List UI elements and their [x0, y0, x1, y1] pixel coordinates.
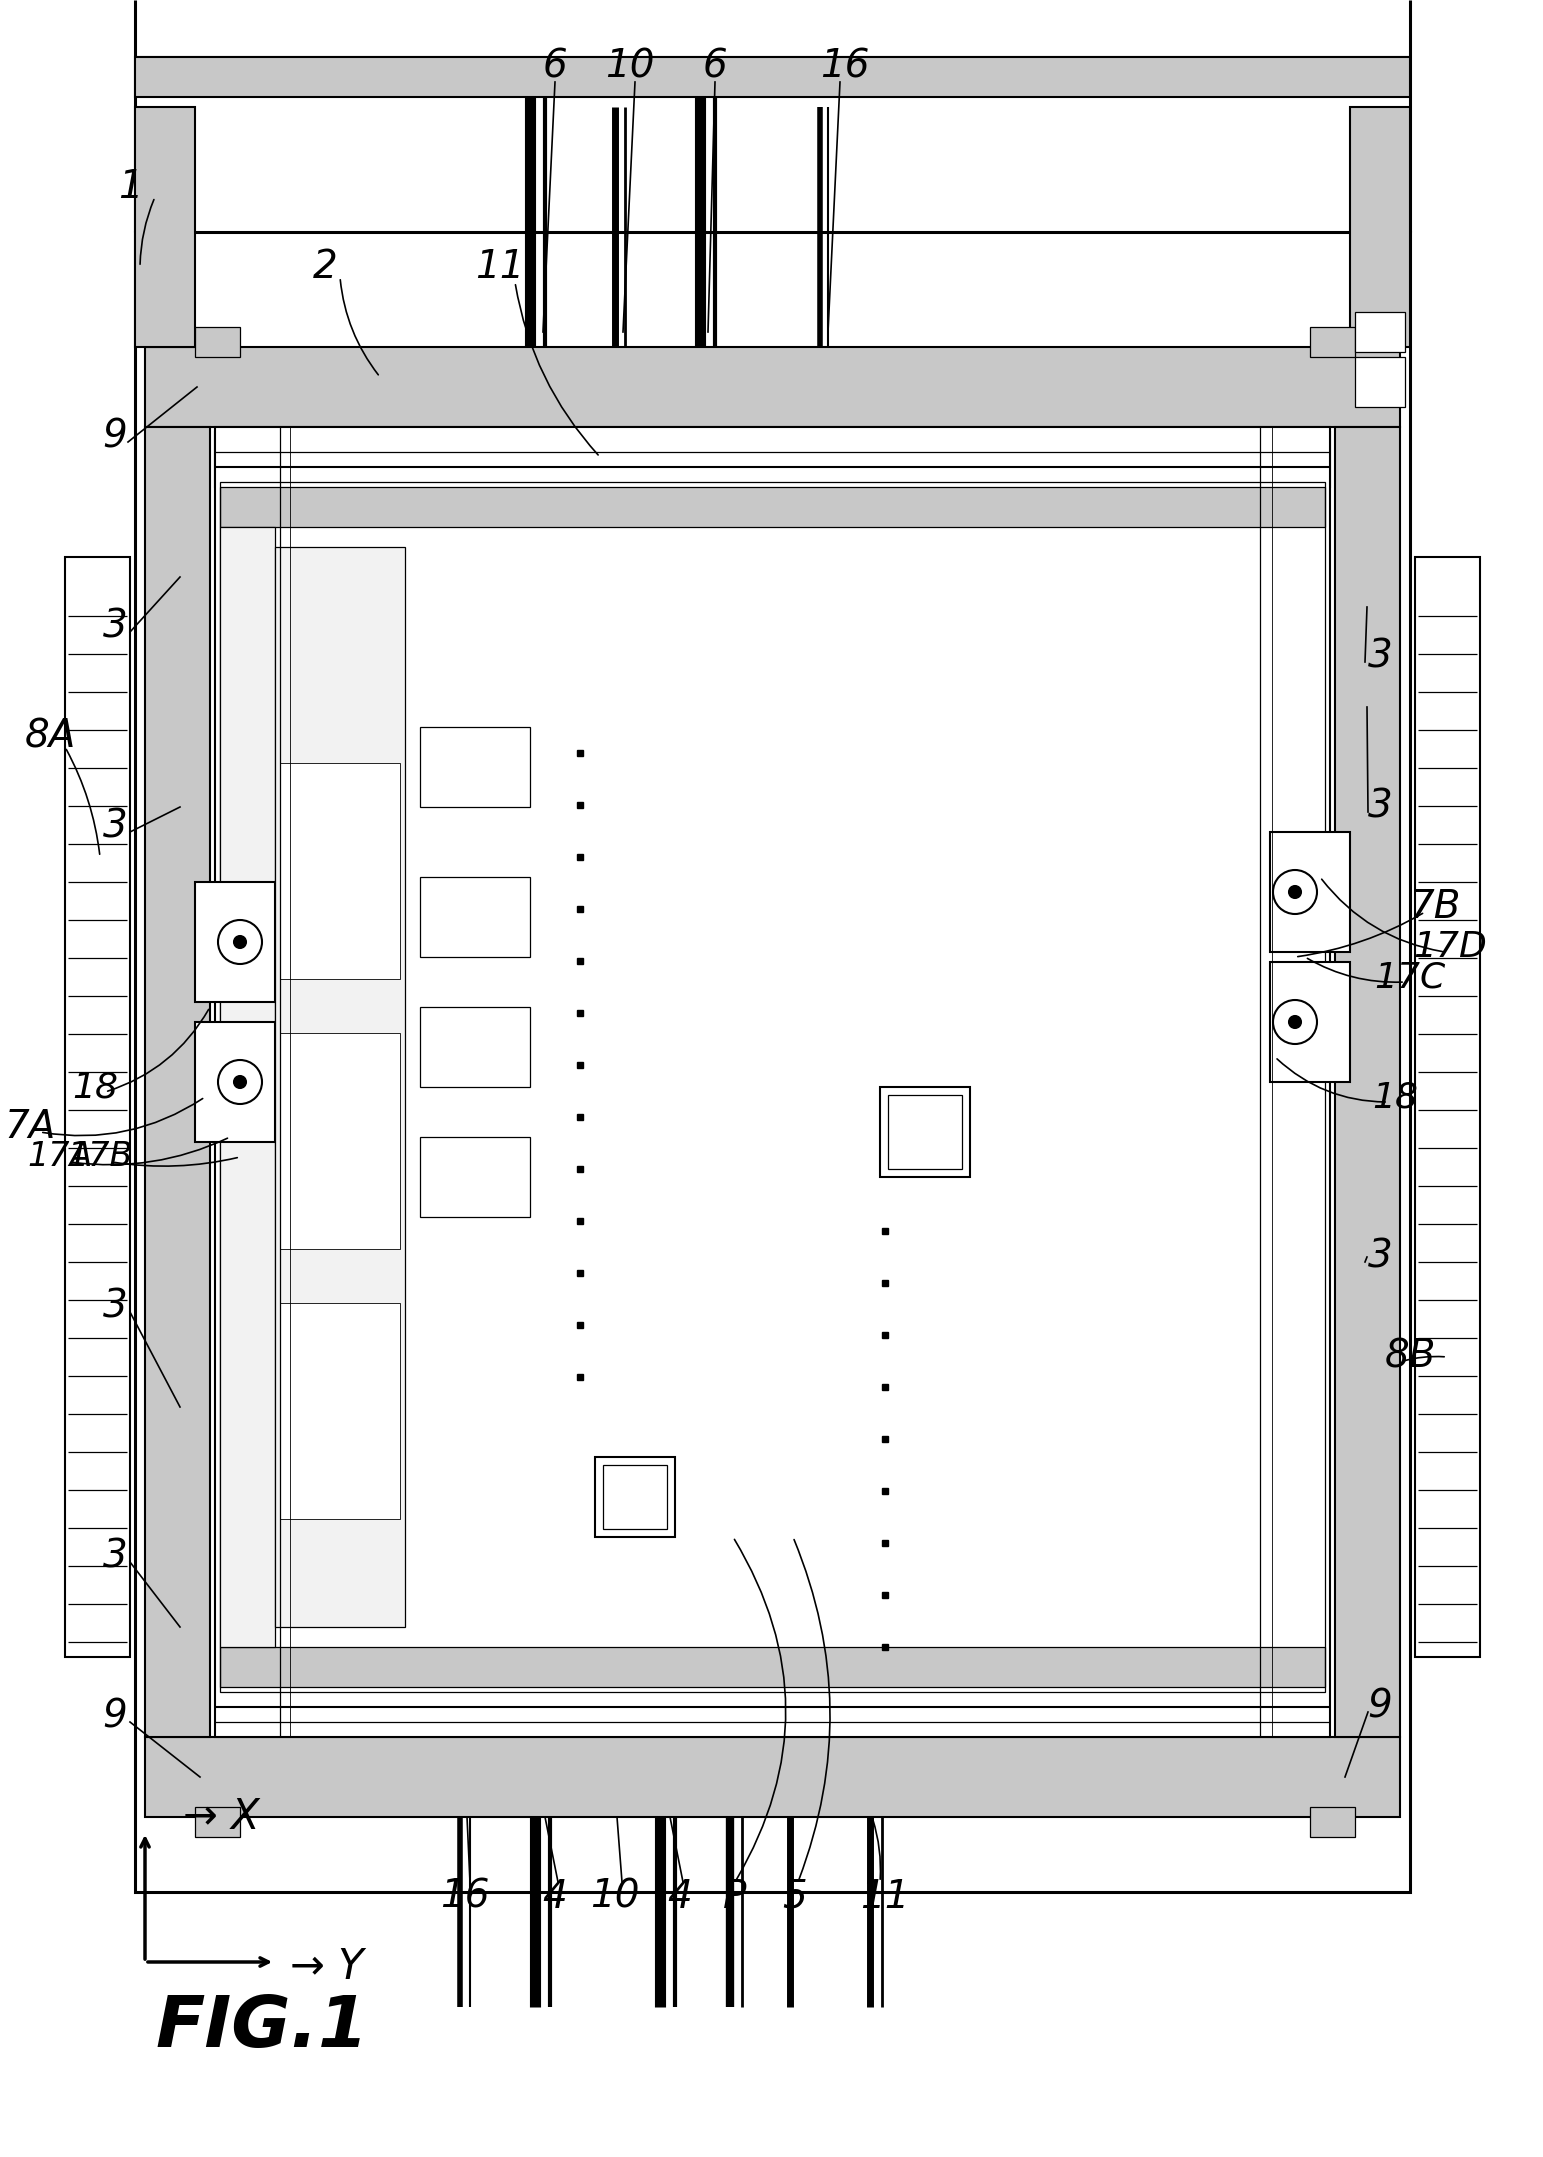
Text: P: P	[724, 1879, 747, 1915]
Bar	[134, 233, 1410, 1892]
Bar	[194, 882, 275, 1003]
Text: 10: 10	[605, 47, 654, 86]
Circle shape	[235, 936, 245, 947]
Text: 3: 3	[1367, 638, 1392, 675]
Text: → X: → X	[184, 1797, 259, 1838]
Bar	[420, 878, 529, 958]
Text: 3: 3	[103, 809, 128, 846]
Text: 7A: 7A	[5, 1109, 56, 1145]
Bar	[194, 1808, 241, 1838]
Bar	[1350, 108, 1410, 347]
Bar	[1355, 313, 1406, 352]
Text: 3: 3	[103, 608, 128, 645]
Bar	[275, 548, 404, 1626]
Bar	[880, 1087, 971, 1178]
Text: 17A: 17A	[28, 1141, 93, 1173]
Text: FIG.1: FIG.1	[154, 1993, 369, 2062]
Text: 10: 10	[591, 1879, 640, 1915]
Bar	[1270, 833, 1350, 951]
Circle shape	[218, 921, 262, 964]
Text: → Y: → Y	[290, 1946, 364, 1989]
Bar	[889, 1096, 961, 1169]
Bar	[1355, 358, 1406, 408]
Text: 17C: 17C	[1375, 960, 1446, 994]
Circle shape	[1273, 869, 1318, 915]
Text: 4: 4	[668, 1879, 693, 1915]
Text: 3: 3	[1367, 787, 1392, 826]
Bar	[1310, 1808, 1355, 1838]
Text: 6: 6	[702, 47, 727, 86]
Text: 6: 6	[543, 47, 568, 86]
Bar	[194, 328, 241, 358]
Text: 9: 9	[103, 418, 128, 455]
Bar	[1415, 557, 1480, 1657]
Bar	[279, 1303, 400, 1519]
Bar	[420, 1007, 529, 1087]
Bar	[1310, 328, 1355, 358]
Text: 9: 9	[1367, 1689, 1392, 1726]
Bar	[65, 557, 130, 1657]
Circle shape	[1288, 1016, 1301, 1029]
Bar	[134, 56, 1410, 97]
Text: 9: 9	[103, 1698, 128, 1736]
Text: 17B: 17B	[68, 1141, 133, 1173]
Bar	[1270, 962, 1350, 1083]
Bar	[420, 727, 529, 807]
Text: 3: 3	[103, 1288, 128, 1327]
Text: 3: 3	[103, 1538, 128, 1577]
Bar	[603, 1465, 667, 1529]
Bar	[279, 764, 400, 979]
Text: 16: 16	[440, 1879, 489, 1915]
Bar	[221, 526, 275, 1648]
Bar	[596, 1456, 674, 1538]
Bar	[1335, 427, 1400, 1736]
Circle shape	[235, 1076, 245, 1087]
Bar	[145, 427, 210, 1736]
Bar	[221, 481, 1325, 1691]
Bar	[214, 427, 1330, 1736]
Circle shape	[1273, 1001, 1318, 1044]
Text: 5: 5	[782, 1879, 807, 1915]
Bar	[134, 108, 194, 347]
Text: 3: 3	[1367, 1238, 1392, 1277]
Text: 8A: 8A	[25, 718, 76, 755]
Text: 17D: 17D	[1413, 930, 1487, 964]
Circle shape	[1288, 887, 1301, 897]
Bar	[279, 1033, 400, 1249]
Circle shape	[218, 1059, 262, 1104]
Text: 1: 1	[117, 168, 142, 207]
Bar	[221, 1648, 1325, 1687]
Text: 7B: 7B	[1409, 889, 1461, 925]
Bar	[214, 431, 1330, 487]
Bar	[194, 1022, 275, 1141]
Bar	[420, 1137, 529, 1217]
Text: 2: 2	[313, 248, 338, 287]
Bar	[221, 487, 1325, 526]
Bar	[145, 347, 1400, 427]
Text: 11: 11	[475, 248, 525, 287]
Text: 8B: 8B	[1384, 1337, 1435, 1376]
Text: 18: 18	[1372, 1081, 1418, 1113]
Text: 11: 11	[861, 1879, 910, 1915]
Text: 18: 18	[73, 1070, 117, 1104]
Bar	[145, 1736, 1400, 1816]
Text: 4: 4	[543, 1879, 568, 1915]
Text: 16: 16	[821, 47, 870, 86]
